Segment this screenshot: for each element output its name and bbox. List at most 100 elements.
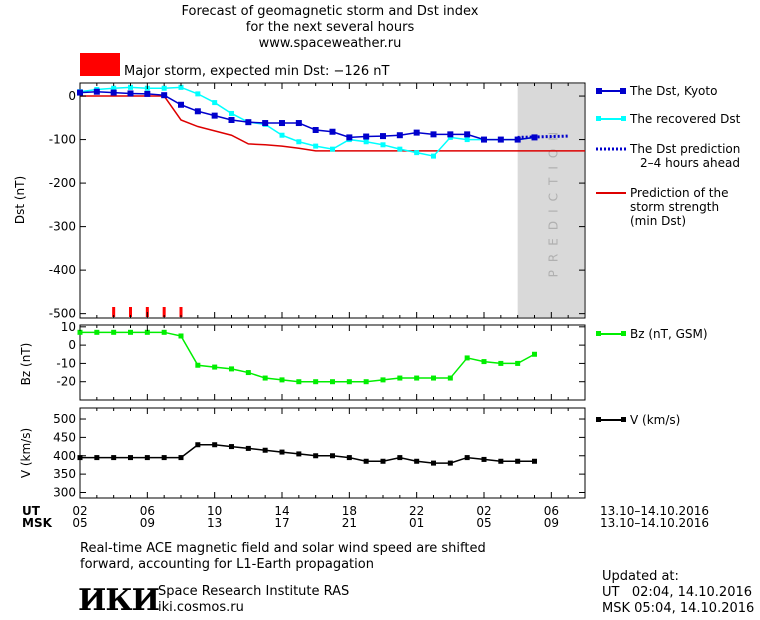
data-point: [262, 120, 269, 127]
data-point: [245, 119, 252, 126]
legend-marker: [621, 331, 626, 336]
legend-item-storm-strength: Prediction of the storm strength (min Ds…: [596, 186, 729, 228]
data-point: [430, 131, 437, 138]
data-point: [296, 451, 302, 457]
data-point: [397, 146, 403, 152]
data-point: [178, 333, 184, 339]
data-point: [397, 455, 403, 461]
data-point: [414, 150, 420, 156]
data-point: [498, 360, 504, 366]
data-point: [515, 360, 521, 366]
data-point: [363, 139, 369, 145]
data-point: [212, 100, 218, 106]
data-point: [330, 146, 335, 152]
data-point: [128, 329, 133, 335]
data-point: [481, 136, 487, 143]
data-point: [532, 351, 537, 357]
legend-item-v: V (km/s): [596, 413, 680, 427]
data-point: [380, 133, 386, 140]
series-line: [79, 86, 535, 157]
data-point: [532, 458, 537, 464]
y-tick-label: 300: [53, 485, 76, 499]
data-point: [447, 375, 453, 381]
dst-plot: [77, 84, 585, 317]
data-point: [77, 329, 83, 335]
data-point: [396, 132, 403, 139]
msk-tick-label: 09: [544, 516, 559, 530]
y-tick-label: 450: [53, 430, 76, 444]
data-point: [94, 455, 100, 461]
data-point: [229, 110, 234, 116]
v-plot: [77, 442, 537, 466]
y-tick-label: -300: [49, 220, 76, 234]
msk-tick-label: 05: [72, 516, 87, 530]
legend-marker: [596, 116, 601, 121]
y-tick-label: 500: [53, 412, 76, 426]
data-point: [380, 377, 386, 383]
data-point: [229, 366, 234, 372]
ut-tick-label: 02: [72, 504, 87, 518]
data-point: [195, 91, 201, 97]
data-point: [346, 455, 352, 461]
data-point: [195, 362, 201, 368]
ut-tick-label: 14: [274, 504, 289, 518]
data-point: [447, 134, 453, 140]
legend-item-recovered-dst: The recovered Dst: [596, 112, 741, 126]
data-point: [77, 455, 83, 461]
y-tick-label: 10: [61, 320, 76, 334]
data-point: [313, 453, 319, 459]
msk-tick-label: 09: [140, 516, 155, 530]
legend-item-dst-kyoto: The Dst, Kyoto: [596, 84, 717, 98]
data-point: [111, 329, 117, 335]
data-point: [212, 364, 218, 370]
data-point: [178, 84, 184, 90]
data-point: [464, 131, 471, 138]
legend-label: V (km/s): [630, 413, 680, 427]
chart-title-url[interactable]: www.spaceweather.ru: [258, 36, 402, 51]
data-point: [514, 136, 521, 143]
institute-name: Space Research Institute RAS: [158, 584, 350, 599]
series-line: [80, 443, 535, 464]
data-point: [397, 375, 403, 381]
data-point: [178, 101, 184, 108]
msk-axis-label: MSK: [22, 516, 53, 530]
bz-axis-label: Bz (nT): [19, 343, 33, 386]
data-point: [77, 89, 83, 96]
data-point: [515, 458, 521, 464]
data-point: [464, 455, 470, 461]
legend-label: The Dst, Kyoto: [629, 84, 717, 98]
data-point: [414, 375, 420, 381]
msk-date-range: 13.10–14.10.2016: [600, 516, 709, 530]
data-point: [212, 442, 218, 448]
bz-plot: [77, 329, 537, 385]
y-tick-label: 350: [53, 467, 76, 481]
data-point: [128, 455, 133, 461]
data-point: [346, 134, 353, 141]
ut-tick-label: 10: [207, 504, 222, 518]
data-point: [262, 375, 268, 381]
data-point: [229, 444, 234, 450]
data-point: [228, 116, 235, 123]
institute-website[interactable]: iki.cosmos.ru: [158, 600, 244, 615]
data-point: [329, 128, 336, 135]
legend-marker: [596, 331, 601, 336]
legend-marker: [596, 88, 602, 94]
data-point: [194, 108, 201, 115]
legend-item-bz: Bz (nT, GSM): [596, 327, 708, 341]
chart-title-line2: for the next several hours: [245, 20, 415, 35]
msk-tick-label: 13: [207, 516, 222, 530]
y-tick-label: -20: [56, 375, 76, 389]
y-tick-label: -200: [49, 176, 76, 190]
series-line: [517, 134, 569, 139]
v-panel-frame: [79, 407, 586, 499]
data-point: [211, 112, 218, 119]
legend-marker: [596, 417, 601, 422]
series-line: [80, 331, 535, 383]
data-point: [161, 92, 168, 99]
legend-label-line1: Prediction of the: [630, 186, 729, 200]
ut-tick-label: 18: [342, 504, 357, 518]
updated-label: Updated at:: [602, 569, 679, 584]
data-point: [363, 458, 369, 464]
